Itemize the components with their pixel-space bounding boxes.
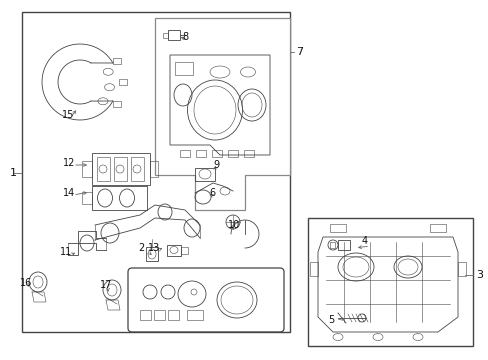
Bar [244, 150, 253, 157]
Bar [113, 100, 121, 107]
Text: 12: 12 [63, 158, 75, 168]
Bar [457, 262, 465, 276]
Bar [329, 242, 334, 248]
Bar [212, 150, 222, 157]
Bar [22, 12, 289, 332]
Bar [163, 33, 168, 38]
Bar [181, 247, 187, 254]
Text: 4: 4 [361, 236, 367, 246]
Text: 11: 11 [60, 247, 72, 257]
Text: 17: 17 [100, 280, 112, 290]
Bar [309, 262, 317, 276]
Bar [113, 58, 121, 63]
Bar [329, 224, 346, 232]
Text: 6: 6 [208, 188, 215, 198]
Bar [119, 79, 127, 85]
Text: 7: 7 [295, 47, 303, 57]
Text: 9: 9 [213, 160, 219, 170]
Bar [186, 310, 203, 320]
Text: 5: 5 [327, 315, 334, 325]
Bar [227, 150, 238, 157]
Text: 10: 10 [227, 220, 240, 230]
Bar [429, 224, 445, 232]
Bar [175, 62, 193, 75]
Bar [140, 310, 151, 320]
Text: 13: 13 [148, 243, 160, 253]
Text: 16: 16 [20, 278, 32, 288]
Bar [92, 153, 150, 185]
Bar [307, 218, 472, 346]
Bar [168, 310, 179, 320]
Text: 8: 8 [182, 32, 188, 42]
Bar [196, 150, 205, 157]
Polygon shape [155, 18, 289, 210]
Bar [337, 240, 349, 250]
Bar [131, 157, 143, 181]
Bar [82, 161, 92, 177]
Bar [92, 186, 147, 210]
Text: 1: 1 [10, 168, 17, 178]
Bar [82, 192, 92, 204]
Bar [150, 161, 158, 177]
Bar [154, 310, 164, 320]
Text: 14: 14 [63, 188, 75, 198]
Bar [146, 247, 158, 261]
Text: 2: 2 [138, 243, 144, 253]
Bar [180, 150, 190, 157]
Bar [97, 157, 110, 181]
Text: 15: 15 [62, 110, 74, 120]
Bar [167, 245, 181, 256]
Text: 3: 3 [475, 270, 482, 280]
Bar [195, 168, 215, 181]
Bar [114, 157, 127, 181]
Bar [168, 30, 180, 40]
